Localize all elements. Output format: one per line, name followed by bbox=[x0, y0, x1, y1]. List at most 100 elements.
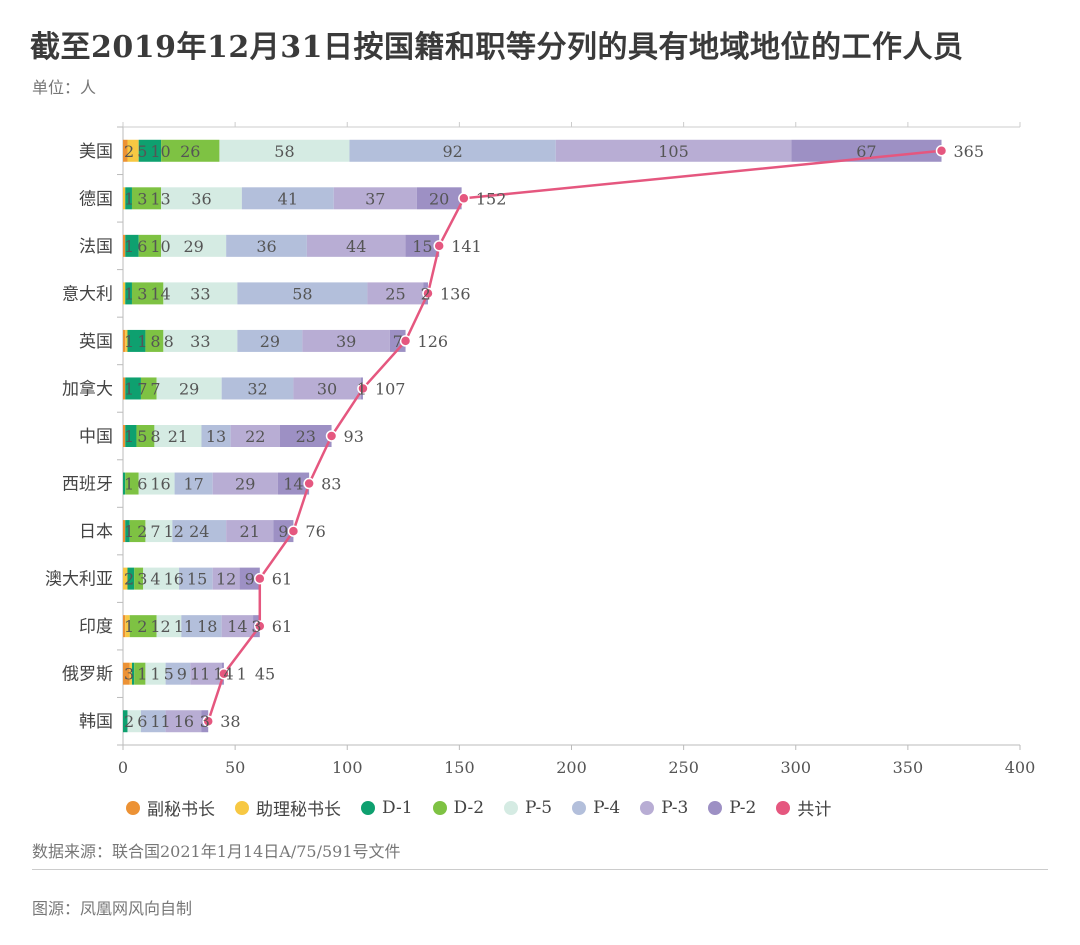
total-label: 83 bbox=[321, 475, 341, 494]
unit-label: 单位：人 bbox=[32, 78, 97, 97]
total-point bbox=[422, 287, 434, 300]
data-source: 数据来源：联合国2021年1月14日A/75/591号文件 bbox=[32, 842, 401, 861]
bar-segment-label: 105 bbox=[658, 142, 689, 161]
bar-segment-label: 39 bbox=[336, 332, 356, 351]
bar-segment-D-1 bbox=[125, 377, 141, 400]
bar-segment-label: 36 bbox=[191, 189, 211, 208]
bar-segment-label: 5 bbox=[164, 665, 174, 684]
image-credit: 图源：凤凰网风向自制 bbox=[32, 899, 193, 918]
category-label: 西班牙 bbox=[62, 475, 113, 495]
bar-segment-P-2 bbox=[277, 472, 310, 495]
bar-segment-label: 1 bbox=[124, 475, 134, 494]
divider bbox=[32, 869, 1048, 870]
bar-segment-label: 29 bbox=[235, 475, 255, 494]
bar-segment-助理秘书长 bbox=[125, 615, 130, 638]
bar-segment-label: 2 bbox=[124, 570, 134, 589]
total-label: 126 bbox=[418, 332, 449, 351]
bar-segment-label: 3 bbox=[200, 712, 210, 731]
total-point bbox=[303, 477, 315, 490]
bar-segment-label: 16 bbox=[174, 712, 194, 731]
bar-segment-D-1 bbox=[125, 282, 132, 305]
bar-segment-P-2 bbox=[239, 567, 260, 590]
bar-segment-label: 3 bbox=[251, 617, 261, 636]
bar-segment-副秘书长 bbox=[123, 234, 126, 257]
legend-swatch bbox=[126, 800, 140, 815]
total-point bbox=[357, 382, 369, 395]
x-tick-label: 350 bbox=[893, 758, 924, 777]
bar-segment-P-4 bbox=[165, 662, 191, 685]
total-label: 38 bbox=[220, 712, 240, 731]
legend-swatch bbox=[235, 800, 249, 815]
legend-item: D-1 bbox=[361, 795, 413, 820]
total-point bbox=[458, 192, 470, 205]
bar-segment-label: 12 bbox=[216, 570, 236, 589]
bar-segment-label: 14 bbox=[227, 617, 247, 636]
category-label: 英国 bbox=[79, 332, 113, 352]
bar-segment-label: 16 bbox=[164, 570, 184, 589]
bar-segment-P-5 bbox=[156, 377, 222, 400]
x-tick-label: 150 bbox=[444, 758, 475, 777]
bar-segment-P-5 bbox=[219, 139, 350, 162]
bar-segment-label: 3 bbox=[137, 570, 147, 589]
x-tick-label: 300 bbox=[780, 758, 811, 777]
legend-item: 共计 bbox=[776, 795, 831, 820]
legend-label: 副秘书长 bbox=[147, 800, 215, 820]
legend-swatch bbox=[504, 800, 519, 815]
bar-segment-label: 20 bbox=[429, 189, 449, 208]
bar-segment-P-3 bbox=[212, 567, 240, 590]
bar-segment-label: 32 bbox=[247, 379, 267, 398]
legend-label: P-5 bbox=[525, 797, 553, 818]
total-point bbox=[287, 525, 300, 537]
legend: 副秘书长 助理秘书长 D-1 D-2 P-5 P-4 P-3 P-2 共计 bbox=[126, 795, 831, 820]
legend-label: P-4 bbox=[593, 797, 621, 818]
bar-segment-label: 1 bbox=[124, 522, 134, 541]
bar-segment-label: 14 bbox=[150, 284, 170, 303]
legend-item: D-2 bbox=[432, 795, 484, 820]
bar-segment-D-2 bbox=[136, 425, 155, 447]
bar-segment-label: 1 bbox=[124, 427, 134, 446]
bar-segment-副秘书长 bbox=[123, 329, 126, 352]
total-point bbox=[433, 240, 445, 252]
bar-segment-D-2 bbox=[134, 567, 144, 590]
category-label: 法国 bbox=[79, 237, 113, 257]
bar-segment-P-4 bbox=[179, 567, 213, 590]
bar-segment-label: 5 bbox=[137, 142, 147, 161]
total-point bbox=[254, 620, 266, 632]
total-label: 136 bbox=[440, 284, 471, 303]
bar-segment-label: 11 bbox=[174, 617, 194, 636]
total-line-layer bbox=[202, 145, 948, 727]
bar-segment-label: 11 bbox=[150, 712, 170, 731]
bar-segment-P-5 bbox=[145, 520, 173, 543]
bar-segment-P-5 bbox=[143, 567, 180, 590]
bar-segment-P-4 bbox=[140, 710, 166, 733]
bar-segment-P-3 bbox=[226, 520, 274, 543]
legend-item: P-5 bbox=[504, 795, 552, 820]
total-label: 93 bbox=[344, 427, 364, 446]
bar-segment-label: 3 bbox=[124, 665, 134, 684]
bar-segment-P-4 bbox=[174, 472, 213, 495]
bar-segment-P-5 bbox=[163, 282, 238, 305]
bar-segment-P-2 bbox=[416, 187, 462, 210]
bar-segment-P-3 bbox=[302, 329, 390, 352]
legend-item: P-4 bbox=[572, 795, 620, 820]
bar-segment-label: 1 bbox=[357, 379, 367, 398]
legend-label: 共计 bbox=[797, 800, 832, 820]
bar-segment-P-5 bbox=[156, 615, 182, 638]
bar-segment-label: 1 bbox=[124, 379, 134, 398]
legend-swatch bbox=[572, 800, 587, 815]
bar-segment-P-4 bbox=[172, 520, 227, 543]
bar-segment-label: 9 bbox=[177, 665, 187, 684]
bar-segment-label: 44 bbox=[346, 237, 366, 256]
legend-label: D-1 bbox=[382, 797, 413, 818]
bar-segment-label: 16 bbox=[150, 475, 170, 494]
bar-segment-label: 67 bbox=[856, 142, 876, 161]
bar-segment-助理秘书长 bbox=[123, 282, 126, 305]
bar-segment-P-5 bbox=[145, 662, 166, 685]
category-label: 意大利 bbox=[62, 284, 113, 304]
total-point bbox=[935, 145, 948, 157]
bar-segment-副秘书长 bbox=[123, 662, 130, 685]
bar-segment-label: 26 bbox=[180, 142, 200, 161]
bar-segment-label: 1 bbox=[124, 332, 134, 351]
bar-segment-P-4 bbox=[221, 377, 294, 400]
bar-segment-label: 21 bbox=[240, 522, 260, 541]
